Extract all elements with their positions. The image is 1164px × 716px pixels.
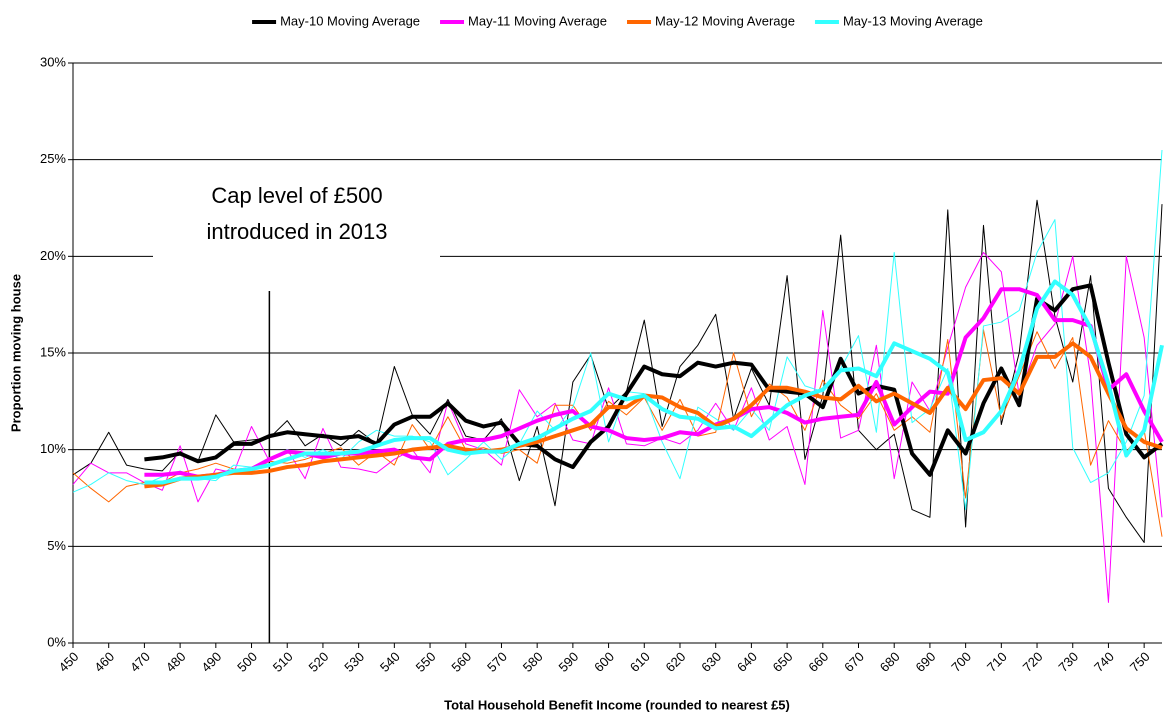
y-tick-label: 20% (40, 248, 66, 263)
x-tick-label: 720 (1020, 649, 1046, 675)
x-tick-label: 620 (663, 649, 689, 675)
x-tick-label: 730 (1055, 649, 1081, 675)
y-axis-title: Proportion moving house (8, 274, 23, 432)
x-tick-label: 700 (948, 649, 974, 675)
x-tick-label: 550 (413, 649, 439, 675)
x-tick-label: 750 (1127, 649, 1153, 675)
x-tick-label: 510 (270, 649, 296, 675)
x-tick-label: 590 (555, 649, 581, 675)
series-line (72, 199, 1163, 543)
x-tick-label: 630 (698, 649, 724, 675)
x-tick-label: 490 (198, 649, 224, 675)
x-tick-label: 470 (127, 649, 153, 675)
series-line (144, 283, 1164, 477)
x-tick-label: 610 (627, 649, 653, 675)
y-tick-label: 10% (40, 441, 66, 456)
y-tick-label: 5% (47, 538, 66, 553)
series-line (144, 279, 1164, 485)
x-tick-label: 650 (770, 649, 796, 675)
x-tick-label: 690 (913, 649, 939, 675)
annotation-text: introduced in 2013 (206, 219, 387, 244)
series-line (72, 251, 1163, 603)
legend-label: May-10 Moving Average (280, 13, 420, 28)
x-tick-label: 460 (91, 649, 117, 675)
series-line (144, 341, 1163, 489)
x-tick-label: 710 (984, 649, 1010, 675)
x-tick-label: 740 (1091, 649, 1117, 675)
legend-label: May-12 Moving Average (655, 13, 795, 28)
x-tick-label: 580 (520, 649, 546, 675)
x-tick-label: 670 (841, 649, 867, 675)
x-tick-label: 600 (591, 649, 617, 675)
x-tick-label: 640 (734, 649, 760, 675)
y-tick-label: 0% (47, 634, 66, 649)
x-tick-label: 450 (56, 649, 82, 675)
x-tick-label: 680 (877, 649, 903, 675)
legend-label: May-11 Moving Average (468, 13, 607, 28)
y-tick-label: 30% (40, 54, 66, 69)
x-tick-label: 530 (341, 649, 367, 675)
annotation-text: Cap level of £500 (211, 183, 382, 208)
annotation-background (153, 170, 440, 260)
x-tick-label: 480 (163, 649, 189, 675)
x-tick-label: 660 (805, 649, 831, 675)
y-tick-label: 25% (40, 151, 66, 166)
x-tick-label: 560 (448, 649, 474, 675)
x-tick-label: 500 (234, 649, 260, 675)
x-tick-label: 540 (377, 649, 403, 675)
y-tick-label: 15% (40, 344, 66, 359)
x-tick-label: 570 (484, 649, 510, 675)
legend-label: May-13 Moving Average (843, 13, 983, 28)
legend: May-10 Moving Average May-11 Moving Avera… (252, 13, 983, 28)
x-axis-title: Total Household Benefit Income (rounded … (444, 697, 790, 712)
x-tick-label: 520 (306, 649, 332, 675)
